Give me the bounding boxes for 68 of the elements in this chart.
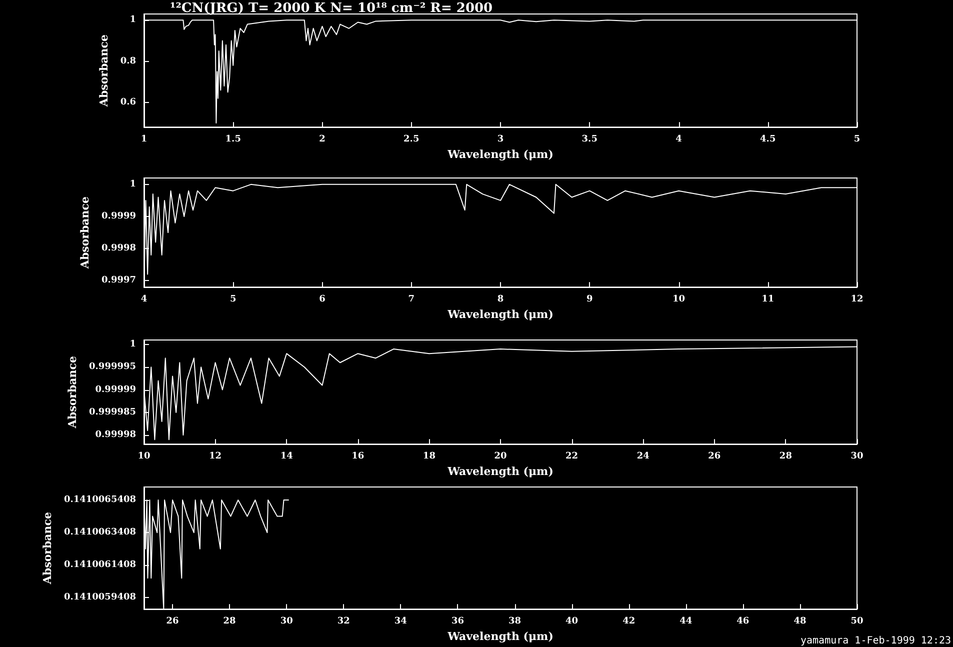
x-tick-label: 5	[230, 294, 236, 305]
x-tick-label: 34	[394, 616, 407, 627]
x-tick-label: 20	[494, 452, 507, 462]
x-tick-label: 24	[636, 452, 650, 462]
x-tick-label: 11	[762, 294, 774, 305]
y-axis-title: Absorbance	[78, 196, 92, 270]
x-tick-label: 28	[779, 452, 792, 462]
x-tick-label: 30	[850, 452, 864, 462]
x-tick-label: 38	[508, 616, 522, 627]
x-tick-label: 32	[337, 616, 350, 627]
x-tick-label: 1	[140, 134, 148, 145]
x-tick-label: 2.5	[404, 134, 420, 145]
y-tick-label: 1	[130, 340, 136, 350]
x-axis-title: Wavelength (μm)	[446, 308, 554, 321]
y-tick-label: 0.8	[120, 56, 136, 66]
x-axis-title: Wavelength (μm)	[446, 148, 554, 161]
y-tick-label: 0.1410063408	[64, 527, 136, 538]
x-tick-label: 22	[566, 452, 578, 462]
y-tick-label: 0.9998	[102, 244, 136, 254]
x-tick-label: 1.5	[225, 134, 241, 145]
x-tick-label: 3	[497, 134, 504, 145]
x-tick-label: 9	[586, 294, 593, 305]
y-axis-title: Absorbance	[97, 34, 110, 108]
x-tick-label: 3.5	[582, 134, 598, 145]
x-tick-label: 46	[736, 616, 750, 627]
x-axis-title: Wavelength (μm)	[446, 630, 554, 643]
y-axis-title: Absorbance	[41, 512, 54, 586]
x-axis-title: Wavelength (μm)	[446, 465, 554, 478]
y-tick-label: 0.99998	[95, 430, 136, 440]
x-tick-label: 4	[140, 294, 148, 305]
x-tick-label: 36	[451, 616, 464, 627]
x-tick-label: 16	[352, 452, 364, 462]
y-tick-label: 0.6	[120, 97, 136, 108]
y-tick-label: 0.1410061408	[64, 560, 136, 570]
y-tick-label: 1	[130, 179, 136, 190]
y-tick-label: 0.999995	[89, 362, 136, 372]
x-tick-label: 26	[166, 616, 179, 627]
x-tick-label: 4.5	[760, 134, 776, 145]
x-tick-label: 14	[280, 452, 293, 462]
x-tick-label: 10	[672, 294, 686, 305]
chart-title: ¹²CN(JRG) T= 2000 K N= 10¹⁸ cm⁻² R= 2000	[170, 1, 493, 16]
y-tick-label: 0.1410065408	[64, 494, 136, 505]
x-tick-label: 26	[708, 452, 721, 462]
y-tick-label: 0.9999	[102, 212, 136, 222]
x-tick-label: 28	[223, 616, 236, 627]
x-tick-label: 2	[319, 134, 326, 145]
y-tick-label: 0.99999	[95, 384, 136, 395]
y-tick-label: 0.999985	[89, 407, 136, 418]
y-tick-label: 1	[130, 15, 136, 26]
x-tick-label: 50	[850, 616, 864, 627]
y-axis-title: Absorbance	[66, 356, 80, 430]
text: yamamura 1-Feb-1999 12:23	[800, 636, 952, 646]
y-tick-label: 0.1410059408	[64, 592, 136, 603]
x-tick-label: 4	[676, 134, 682, 145]
x-tick-label: 10	[138, 452, 150, 462]
x-tick-label: 48	[794, 616, 806, 627]
x-tick-label: 5	[854, 134, 860, 145]
x-tick-label: 12	[209, 452, 222, 462]
y-tick-label: 0.9997	[102, 276, 136, 286]
x-tick-label: 40	[566, 616, 578, 627]
x-tick-label: 18	[422, 452, 436, 462]
x-tick-label: 12	[850, 294, 864, 305]
x-tick-label: 44	[680, 616, 692, 627]
x-tick-label: 7	[408, 294, 415, 305]
x-tick-label: 30	[280, 616, 293, 627]
x-tick-label: 42	[622, 616, 636, 627]
x-tick-label: 6	[319, 294, 326, 305]
x-tick-label: 8	[497, 294, 504, 305]
